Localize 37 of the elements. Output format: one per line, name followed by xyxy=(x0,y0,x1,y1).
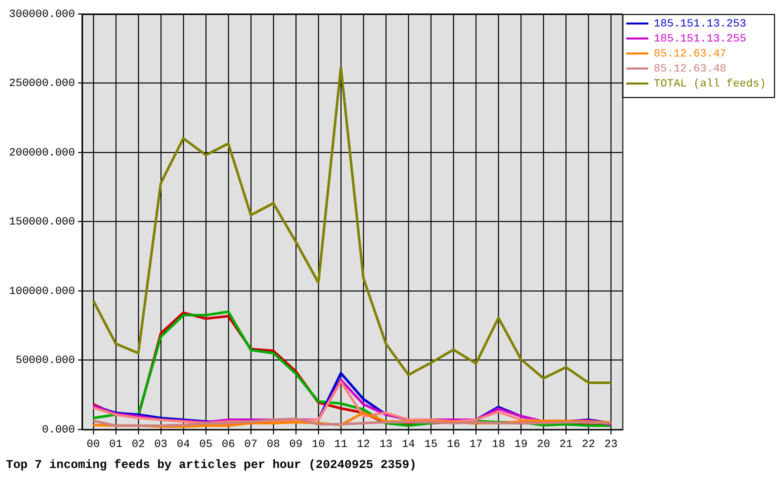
x-tick-label: 01 xyxy=(109,438,123,451)
x-tick-label: 07 xyxy=(244,438,258,451)
x-tick-label: 02 xyxy=(132,438,145,451)
x-tick-label: 08 xyxy=(266,438,280,451)
x-tick-label: 21 xyxy=(559,438,574,451)
y-tick-label: 100000.000 xyxy=(8,286,76,298)
x-tick-label: 00 xyxy=(86,438,100,451)
x-tick-label: 06 xyxy=(222,438,235,451)
y-tick-label: 300000.000 xyxy=(8,8,76,21)
x-tick-label: 14 xyxy=(402,438,416,451)
y-tick-label: 0.000 xyxy=(42,424,76,436)
y-tick-label: 50000.000 xyxy=(16,355,76,368)
y-tick-label: 150000.000 xyxy=(8,216,76,229)
x-tick-label: 22 xyxy=(582,438,596,451)
x-tick-label: 15 xyxy=(424,438,438,451)
x-tick-label: 11 xyxy=(334,438,348,451)
x-tick-label: 13 xyxy=(379,438,393,451)
y-tick-label: 250000.000 xyxy=(8,78,76,90)
x-tick-label: 10 xyxy=(312,438,325,451)
x-tick-label: 20 xyxy=(536,438,550,451)
legend-label: TOTAL (all feeds) xyxy=(654,78,766,90)
legend-label: 85.12.63.48 xyxy=(654,63,726,76)
x-tick-label: 18 xyxy=(492,438,506,451)
x-tick-label: 23 xyxy=(604,438,618,451)
x-tick-label: 09 xyxy=(289,438,302,451)
text: Top 7 incoming feeds by articles per hour (20240925 2359) xyxy=(6,458,416,472)
legend-label: 185.151.13.255 xyxy=(654,33,746,46)
x-tick-label: 17 xyxy=(469,438,483,451)
x-tick-label: 04 xyxy=(176,438,190,451)
legend-label: 185.151.13.253 xyxy=(654,18,746,30)
y-tick-label: 200000.000 xyxy=(8,147,76,160)
x-tick-label: 19 xyxy=(514,438,528,451)
x-tick-label: 12 xyxy=(356,438,370,451)
legend-label: 85.12.63.47 xyxy=(654,48,726,60)
x-tick-label: 16 xyxy=(446,438,460,451)
x-tick-label: 05 xyxy=(199,438,212,451)
x-tick-label: 03 xyxy=(154,438,168,451)
